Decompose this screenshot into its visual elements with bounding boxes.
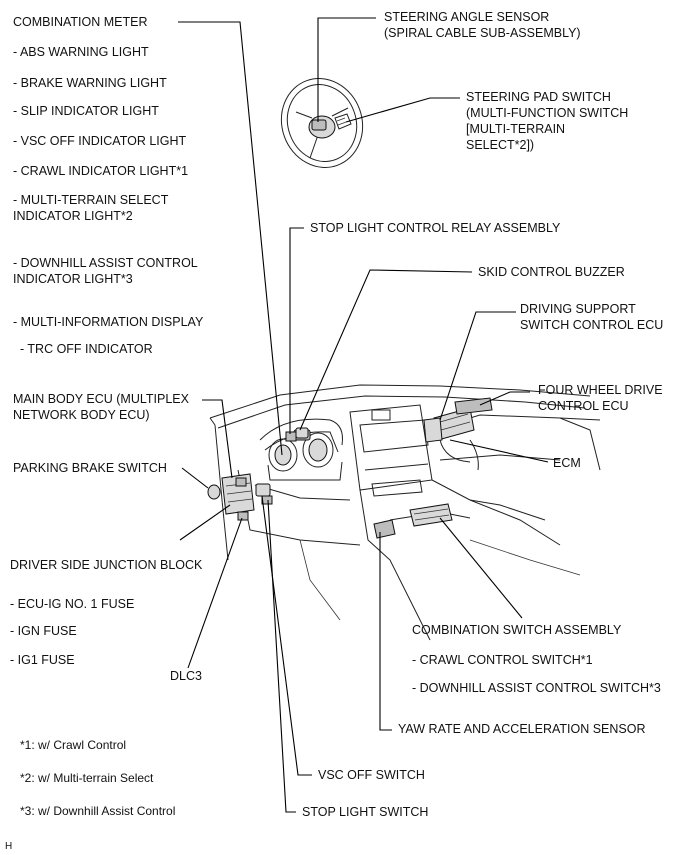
ecm-label: ECM — [553, 456, 581, 470]
dac-indicator-label-1: - DOWNHILL ASSIST CONTROL — [13, 256, 198, 270]
steering-wheel-drawing — [280, 78, 364, 168]
stop-light-relay-label: STOP LIGHT CONTROL RELAY ASSEMBLY — [310, 221, 561, 235]
components-drawing — [207, 397, 493, 539]
multi-info-display-label: - MULTI-INFORMATION DISPLAY — [13, 315, 204, 329]
steering-pad-switch-label-3: [MULTI-TERRAIN — [466, 122, 566, 136]
footnote-1: *1: w/ Crawl Control — [20, 738, 127, 752]
driver-junction-block-label: DRIVER SIDE JUNCTION BLOCK — [10, 558, 203, 572]
yaw-rate-sensor-label: YAW RATE AND ACCELERATION SENSOR — [398, 722, 646, 736]
steering-pad-switch-label-2: (MULTI-FUNCTION SWITCH — [466, 106, 629, 120]
mts-indicator-label-1: - MULTI-TERRAIN SELECT — [13, 193, 169, 207]
crawl-indicator-label: - CRAWL INDICATOR LIGHT*1 — [13, 164, 189, 178]
main-body-ecu-label-2: NETWORK BODY ECU) — [13, 408, 150, 422]
vsc-off-indicator-label: - VSC OFF INDICATOR LIGHT — [13, 134, 187, 148]
leader-lines — [178, 17, 549, 813]
driving-support-ecu-label-2: SWITCH CONTROL ECU — [520, 318, 664, 332]
dac-indicator-label-2: INDICATOR LIGHT*3 — [13, 272, 133, 286]
slip-indicator-label: - SLIP INDICATOR LIGHT — [13, 104, 159, 118]
stop-light-switch-label: STOP LIGHT SWITCH — [302, 805, 429, 819]
main-body-ecu-label-1: MAIN BODY ECU (MULTIPLEX — [13, 392, 189, 406]
steering-pad-switch-label-4: SELECT*2]) — [466, 138, 535, 152]
crawl-control-switch-label: - CRAWL CONTROL SWITCH*1 — [412, 653, 593, 667]
combination-switch-label: COMBINATION SWITCH ASSEMBLY — [412, 623, 622, 637]
dlc3-label: DLC3 — [170, 669, 202, 683]
four-wheel-drive-ecu-label-1: FOUR WHEEL DRIVE — [538, 383, 663, 397]
vsc-off-switch-label: VSC OFF SWITCH — [318, 768, 425, 782]
steering-pad-switch-label-1: STEERING PAD SWITCH — [466, 90, 611, 104]
ig1-fuse-label: - IG1 FUSE — [10, 653, 75, 667]
brake-warning-label: - BRAKE WARNING LIGHT — [13, 76, 167, 90]
trc-off-indicator-label: - TRC OFF INDICATOR — [20, 342, 153, 356]
steering-angle-sensor-label-2: (SPIRAL CABLE SUB-ASSEMBLY) — [384, 26, 581, 40]
combination-meter-label: COMBINATION METER — [13, 15, 148, 29]
ign-fuse-label: - IGN FUSE — [10, 624, 77, 638]
mts-indicator-label-2: INDICATOR LIGHT*2 — [13, 209, 133, 223]
ecu-ig-fuse-label: - ECU-IG NO. 1 FUSE — [10, 597, 135, 611]
downhill-assist-switch-label: - DOWNHILL ASSIST CONTROL SWITCH*3 — [412, 681, 661, 695]
driving-support-ecu-label-1: DRIVING SUPPORT — [520, 302, 636, 316]
abs-warning-label: - ABS WARNING LIGHT — [13, 45, 149, 59]
steering-angle-sensor-label-1: STEERING ANGLE SENSOR — [384, 10, 550, 24]
corner-mark: H — [5, 841, 13, 852]
four-wheel-drive-ecu-label-2: CONTROL ECU — [538, 399, 629, 413]
footnote-2: *2: w/ Multi-terrain Select — [20, 771, 154, 785]
skid-control-buzzer-label: SKID CONTROL BUZZER — [478, 265, 625, 279]
footnote-3: *3: w/ Downhill Assist Control — [20, 804, 176, 818]
parking-brake-switch-label: PARKING BRAKE SWITCH — [13, 461, 167, 475]
